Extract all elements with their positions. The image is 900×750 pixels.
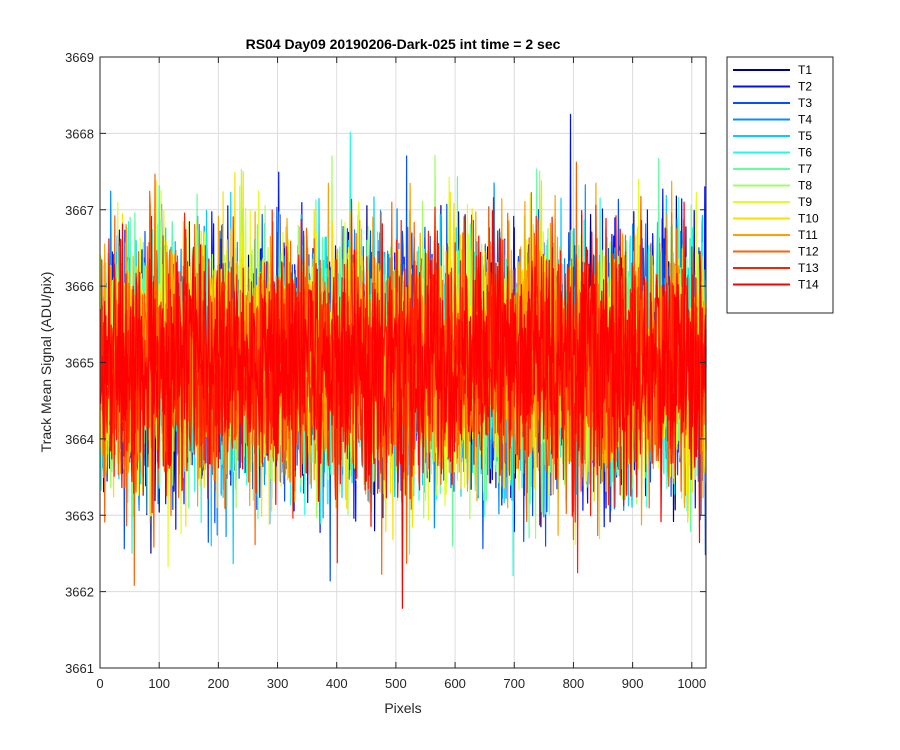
x-axis-label: Pixels <box>384 700 421 716</box>
x-tick-label: 200 <box>208 676 230 691</box>
y-tick-label: 3665 <box>65 356 94 371</box>
y-tick-label: 3666 <box>65 279 94 294</box>
x-tick-label: 300 <box>267 676 289 691</box>
legend-label: T9 <box>798 195 812 209</box>
x-tick-label: 900 <box>622 676 644 691</box>
x-tick-label: 500 <box>385 676 407 691</box>
legend-label: T2 <box>798 80 812 94</box>
legend-label: T6 <box>798 146 812 160</box>
legend-label: T8 <box>798 179 812 193</box>
y-tick-label: 3663 <box>65 508 94 523</box>
legend-label: T10 <box>798 212 819 226</box>
x-tick-label: 600 <box>444 676 466 691</box>
legend-label: T14 <box>798 278 819 292</box>
axis-ticks: 0 100 200 300 400 500 600 700 800 900 1000 3661 3662… <box>65 50 706 691</box>
x-tick-label: 400 <box>326 676 348 691</box>
x-tick-label: 700 <box>503 676 525 691</box>
y-tick-label: 3662 <box>65 585 94 600</box>
y-tick-label: 3664 <box>65 432 94 447</box>
y-tick-label: 3667 <box>65 203 94 218</box>
legend-label: T3 <box>798 96 812 110</box>
legend-label: T11 <box>798 228 818 242</box>
legend-label: T1 <box>798 63 812 77</box>
x-tick-label: 100 <box>148 676 170 691</box>
legend-label: T13 <box>798 261 819 275</box>
legend-label: T4 <box>798 113 812 127</box>
series-line-T14 <box>100 197 707 609</box>
y-axis-label: Track Mean Signal (ADU/pix) <box>38 272 54 453</box>
y-tick-label: 3669 <box>65 50 94 65</box>
legend-label: T5 <box>798 129 812 143</box>
legend-label: T7 <box>798 162 812 176</box>
chart-title: RS04 Day09 20190206-Dark-025 int time = … <box>246 36 561 52</box>
legend: T1 T2 T3 T4 T5 T6 T7 T8 T9 T10 T11 T12 T13 T14 <box>726 56 834 314</box>
y-tick-label: 3661 <box>65 661 94 676</box>
y-tick-label: 3668 <box>65 126 94 141</box>
x-tick-label: 1000 <box>677 676 706 691</box>
series-layer <box>100 113 707 609</box>
x-tick-label: 0 <box>96 676 103 691</box>
legend-label: T12 <box>798 245 819 259</box>
x-tick-label: 800 <box>563 676 585 691</box>
